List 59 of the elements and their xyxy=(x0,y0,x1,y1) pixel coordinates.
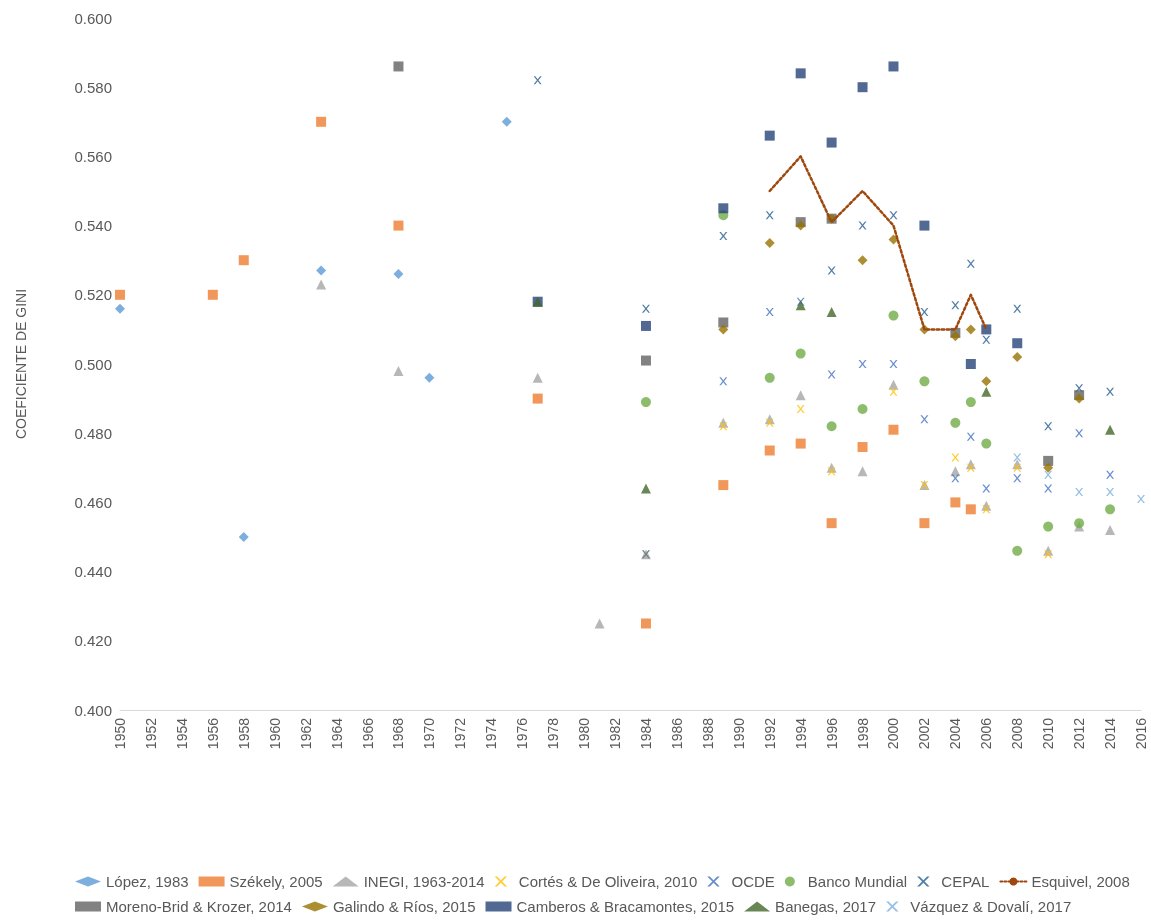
y-tick-label: 0.520 xyxy=(74,286,112,304)
x-tick-label: 1976 xyxy=(514,717,531,750)
legend-label: Vázquez & Dovalí, 2017 xyxy=(910,898,1072,915)
x-tick-label: 1994 xyxy=(792,717,809,750)
x-tick-label: 1992 xyxy=(761,717,778,750)
y-axis-title: COEFICIENTE DE GINI xyxy=(13,288,29,440)
legend-label: INEGI, 1963-2014 xyxy=(363,873,485,890)
x-tick-label: 1958 xyxy=(235,717,252,750)
x-tick-label: 1974 xyxy=(483,717,500,750)
y-tick-label: 0.580 xyxy=(74,78,112,96)
x-tick-label: 2014 xyxy=(1102,717,1119,750)
x-tick-label: 1972 xyxy=(452,717,469,750)
y-tick-label: 0.500 xyxy=(74,355,112,373)
y-tick-label: 0.480 xyxy=(74,424,112,442)
x-tick-label: 2010 xyxy=(1040,717,1057,750)
x-tick-label: 1966 xyxy=(359,717,376,750)
x-tick-label: 2002 xyxy=(916,717,933,750)
legend-label: Galindo & Ríos, 2015 xyxy=(332,898,476,915)
x-tick-label: 2000 xyxy=(885,717,902,750)
x-tick-label: 1980 xyxy=(576,717,593,750)
x-tick-label: 2004 xyxy=(947,717,964,750)
legend-label: Banegas, 2017 xyxy=(775,898,877,915)
x-tick-label: 2006 xyxy=(978,717,995,750)
x-tick-label: 1986 xyxy=(668,717,685,750)
legend-label: Esquivel, 2008 xyxy=(1031,873,1130,890)
legend-label: Banco Mundial xyxy=(807,873,908,890)
x-tick-label: 1982 xyxy=(607,717,624,750)
x-tick-label: 1998 xyxy=(854,717,871,750)
x-tick-label: 2008 xyxy=(1009,717,1026,750)
x-tick-label: 1954 xyxy=(173,717,190,750)
x-tick-label: 1970 xyxy=(421,717,438,750)
x-tick-label: 1988 xyxy=(699,717,716,750)
x-tick-label: 2012 xyxy=(1071,717,1088,750)
legend-label: Moreno-Brid & Krozer, 2014 xyxy=(106,898,292,915)
y-tick-label: 0.540 xyxy=(74,217,112,235)
legend-label: Cortés & De Oliveira, 2010 xyxy=(518,873,698,890)
x-tick-label: 1962 xyxy=(297,717,314,750)
legend-label: Camberos & Bracamontes, 2015 xyxy=(516,898,735,915)
x-tick-label: 1990 xyxy=(730,717,747,750)
x-tick-label: 1996 xyxy=(823,717,840,750)
x-tick-label: 1952 xyxy=(142,717,159,750)
legend-label: CEPAL xyxy=(941,873,990,890)
legend-label: Székely, 2005 xyxy=(229,873,323,890)
x-tick-label: 1960 xyxy=(266,717,283,750)
y-tick-label: 0.560 xyxy=(74,147,112,165)
x-tick-label: 1968 xyxy=(390,717,407,750)
y-tick-label: 0.600 xyxy=(74,9,112,27)
y-tick-label: 0.440 xyxy=(74,563,112,581)
x-tick-label: 2016 xyxy=(1133,717,1149,750)
y-tick-label: 0.400 xyxy=(74,701,112,719)
y-tick-label: 0.460 xyxy=(74,493,112,511)
y-tick-label: 0.420 xyxy=(74,632,112,650)
x-tick-label: 1956 xyxy=(204,717,221,750)
legend-label: OCDE xyxy=(731,873,775,890)
x-tick-label: 1984 xyxy=(637,717,654,750)
x-tick-label: 1978 xyxy=(545,717,562,750)
x-tick-label: 1950 xyxy=(112,717,128,750)
legend-label: López, 1983 xyxy=(106,873,189,890)
x-tick-label: 1964 xyxy=(328,717,345,750)
